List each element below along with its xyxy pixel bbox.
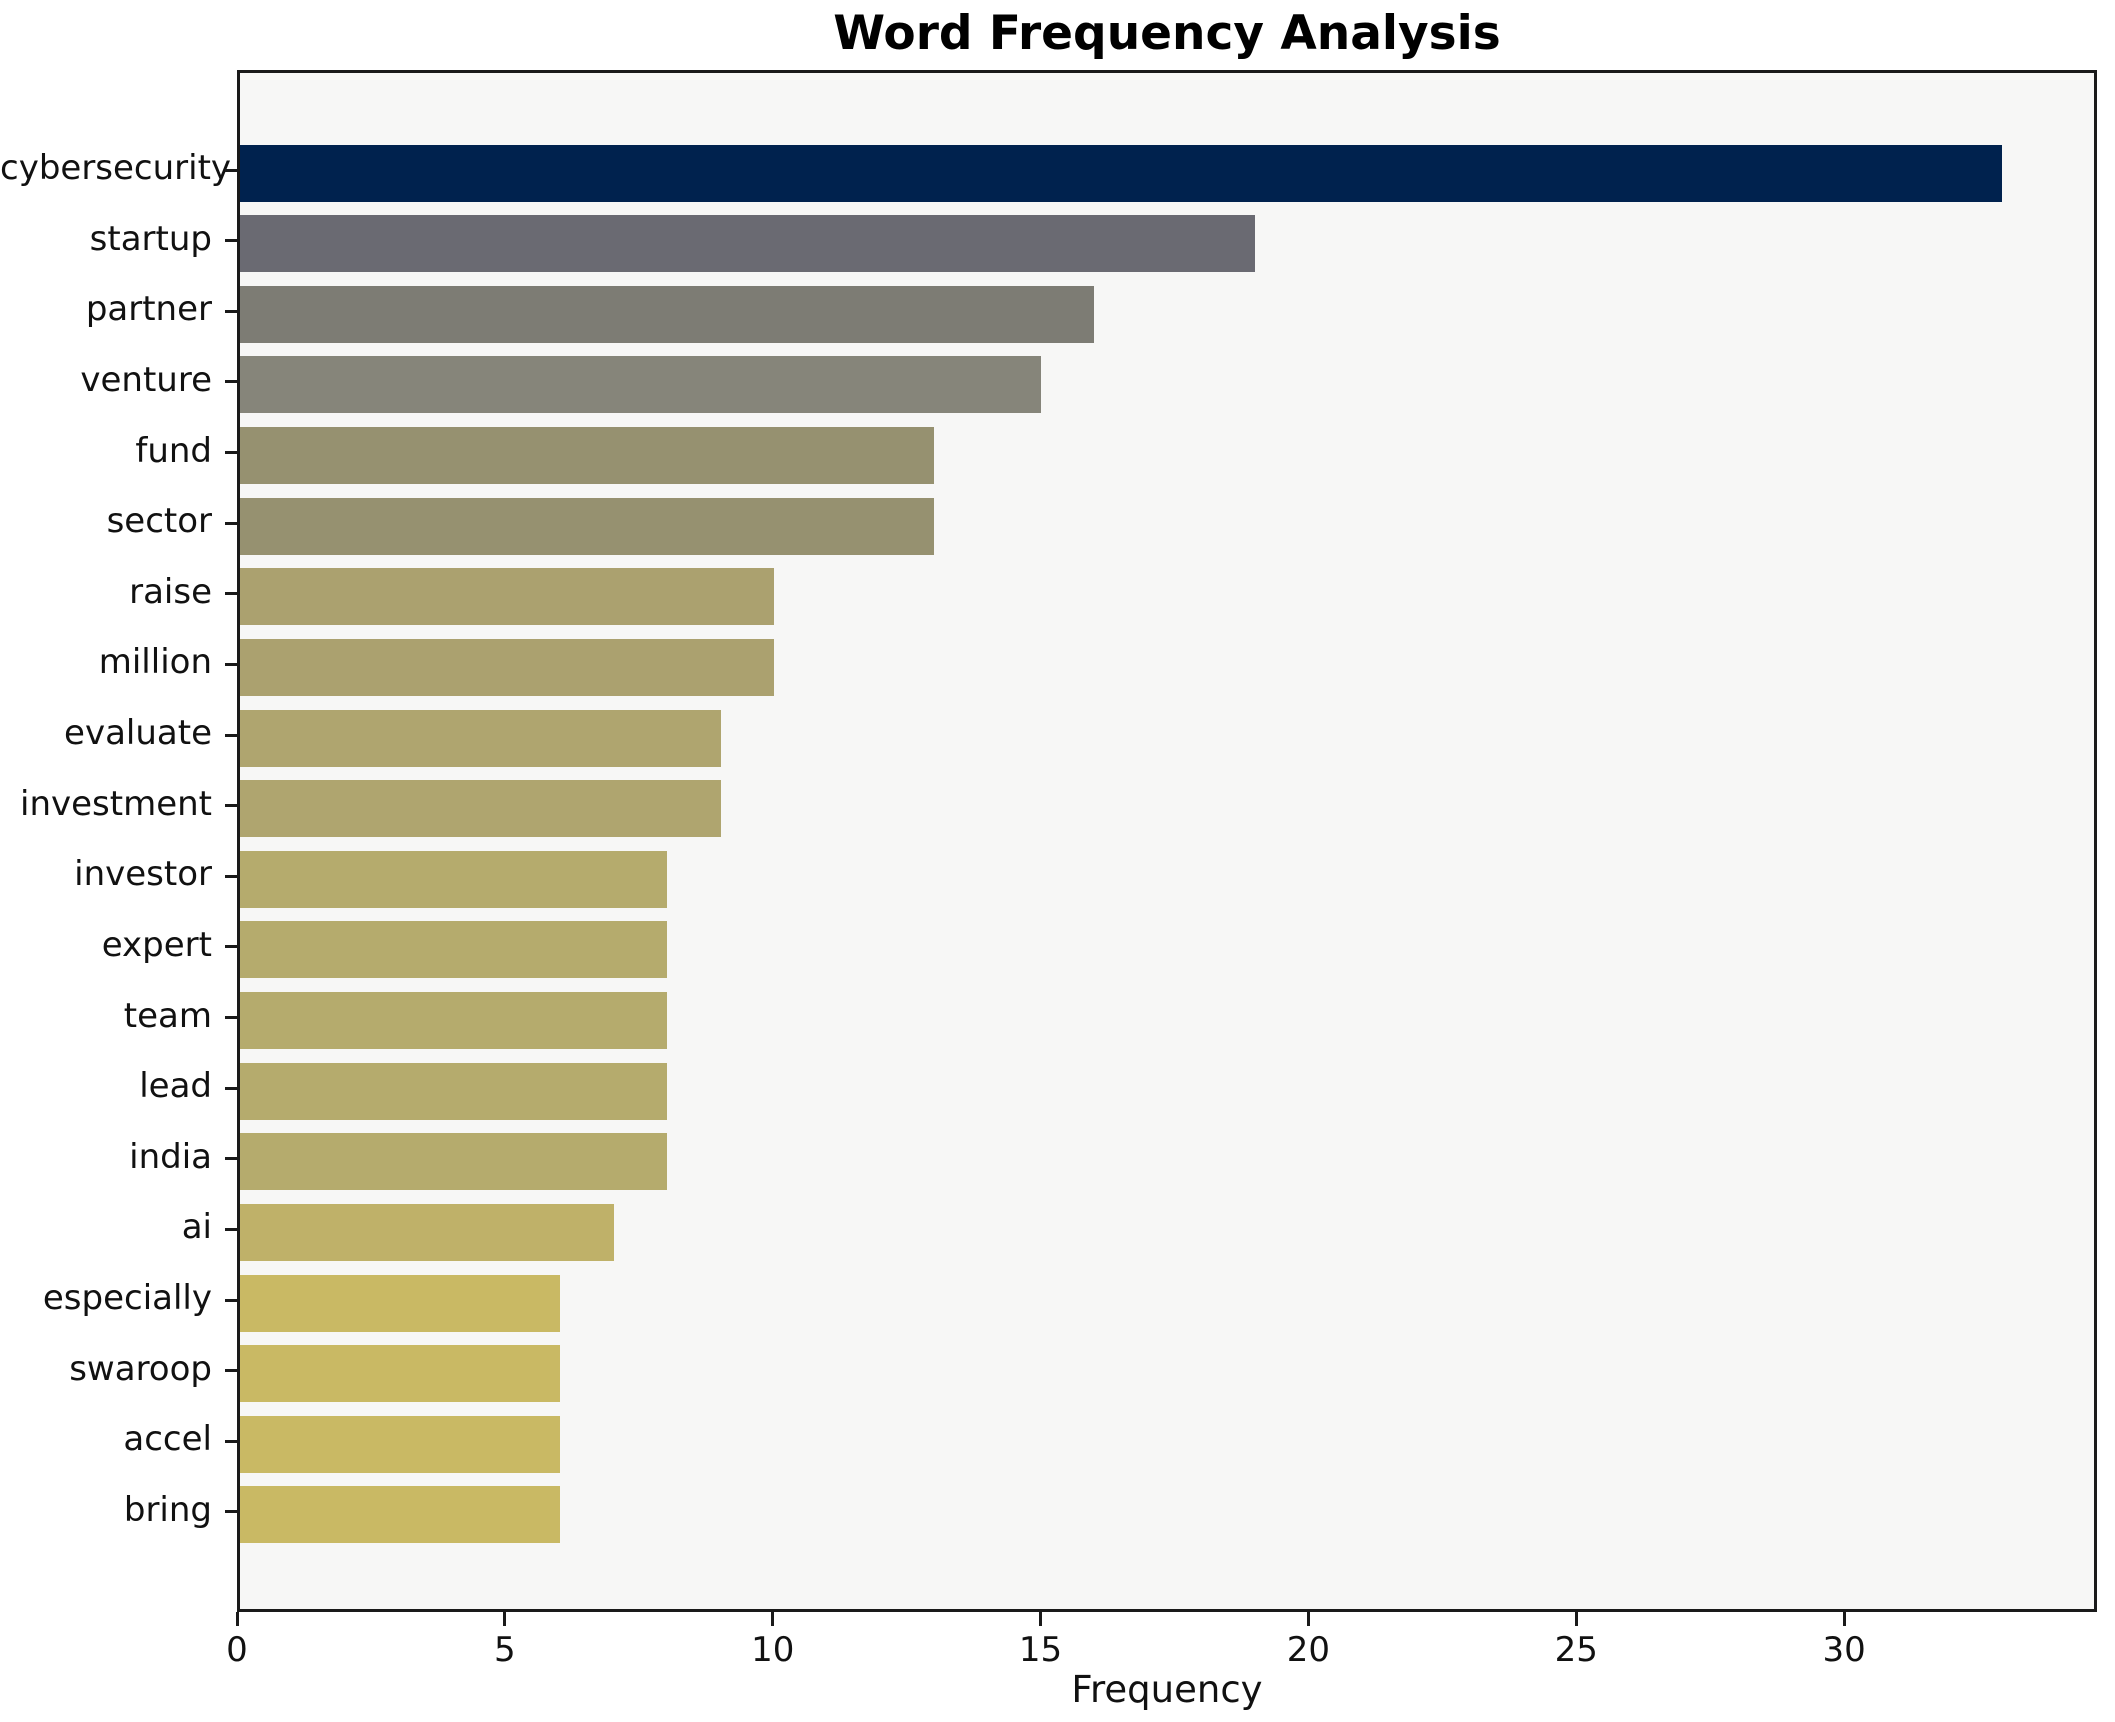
y-tick-mark xyxy=(225,1227,237,1231)
bar-expert xyxy=(240,921,668,979)
bar-ai xyxy=(240,1203,614,1261)
y-tick-mark xyxy=(225,1439,237,1443)
y-tick-label-expert: expert xyxy=(101,924,212,965)
y-tick-label-lead: lead xyxy=(139,1066,212,1107)
x-tick-mark xyxy=(1039,1612,1043,1626)
x-tick-mark xyxy=(503,1612,507,1626)
bar-team xyxy=(240,992,668,1050)
bar-venture xyxy=(240,356,1041,414)
x-tick-label-30: 30 xyxy=(1822,1630,1866,1670)
y-tick-mark xyxy=(225,380,237,384)
bar-lead xyxy=(240,1062,668,1120)
x-tick-mark xyxy=(1306,1612,1310,1626)
y-tick-mark xyxy=(225,168,237,172)
y-tick-mark xyxy=(225,1157,237,1161)
y-tick-mark xyxy=(225,1298,237,1302)
y-tick-mark xyxy=(225,945,237,949)
bar-fund xyxy=(240,427,935,485)
y-tick-mark xyxy=(225,804,237,808)
bar-cybersecurity xyxy=(240,144,2003,202)
x-tick-mark xyxy=(235,1612,239,1626)
chart-title: Word Frequency Analysis xyxy=(833,6,1501,61)
y-tick-label-startup: startup xyxy=(89,218,212,259)
y-tick-label-accel: accel xyxy=(123,1419,212,1460)
y-tick-mark xyxy=(225,874,237,878)
y-tick-label-fund: fund xyxy=(135,430,212,471)
y-tick-mark xyxy=(225,733,237,737)
y-tick-mark xyxy=(225,1369,237,1373)
y-tick-label-partner: partner xyxy=(85,289,212,330)
x-tick-label-5: 5 xyxy=(494,1630,516,1670)
y-tick-label-million: million xyxy=(98,642,212,683)
bar-india xyxy=(240,1133,668,1191)
bar-bring xyxy=(240,1486,561,1544)
y-tick-mark xyxy=(225,239,237,243)
x-tick-mark xyxy=(1842,1612,1846,1626)
x-tick-mark xyxy=(771,1612,775,1626)
x-tick-label-15: 15 xyxy=(1018,1630,1063,1670)
y-tick-mark xyxy=(225,662,237,666)
bar-swaroop xyxy=(240,1345,561,1403)
y-tick-mark xyxy=(225,521,237,525)
y-tick-label-raise: raise xyxy=(129,571,212,612)
x-tick-label-0: 0 xyxy=(226,1630,248,1670)
y-tick-label-evaluate: evaluate xyxy=(64,713,212,754)
x-tick-label-25: 25 xyxy=(1554,1630,1598,1670)
x-tick-label-20: 20 xyxy=(1286,1630,1331,1670)
y-tick-label-investor: investor xyxy=(74,854,212,895)
y-tick-mark xyxy=(225,1510,237,1514)
bar-startup xyxy=(240,215,1255,273)
y-tick-label-investment: investment xyxy=(20,783,212,824)
x-tick-mark xyxy=(1574,1612,1578,1626)
y-tick-label-sector: sector xyxy=(106,501,212,542)
plot-area xyxy=(237,70,2097,1612)
y-tick-label-cybersecurity: cybersecurity xyxy=(0,148,232,188)
bar-sector xyxy=(240,497,935,555)
x-axis-title: Frequency xyxy=(1071,1668,1263,1711)
y-tick-mark xyxy=(225,592,237,596)
y-tick-mark xyxy=(225,451,237,455)
x-tick-label-10: 10 xyxy=(751,1630,795,1670)
bar-million xyxy=(240,638,774,696)
y-tick-label-team: team xyxy=(123,995,212,1036)
bar-accel xyxy=(240,1415,561,1473)
bar-especially xyxy=(240,1274,561,1332)
y-tick-label-especially: especially xyxy=(42,1278,212,1319)
y-tick-label-swaroop: swaroop xyxy=(69,1348,212,1389)
y-tick-mark xyxy=(225,1016,237,1020)
y-tick-label-venture: venture xyxy=(80,359,212,400)
y-tick-mark xyxy=(225,1086,237,1090)
y-tick-label-india: india xyxy=(129,1136,212,1177)
bar-investment xyxy=(240,780,721,838)
bar-evaluate xyxy=(240,709,721,767)
bar-partner xyxy=(240,285,1095,343)
y-tick-label-ai: ai xyxy=(181,1207,212,1248)
bar-investor xyxy=(240,850,668,908)
y-tick-label-bring: bring xyxy=(123,1489,212,1530)
bar-raise xyxy=(240,568,774,626)
y-tick-mark xyxy=(225,309,237,313)
